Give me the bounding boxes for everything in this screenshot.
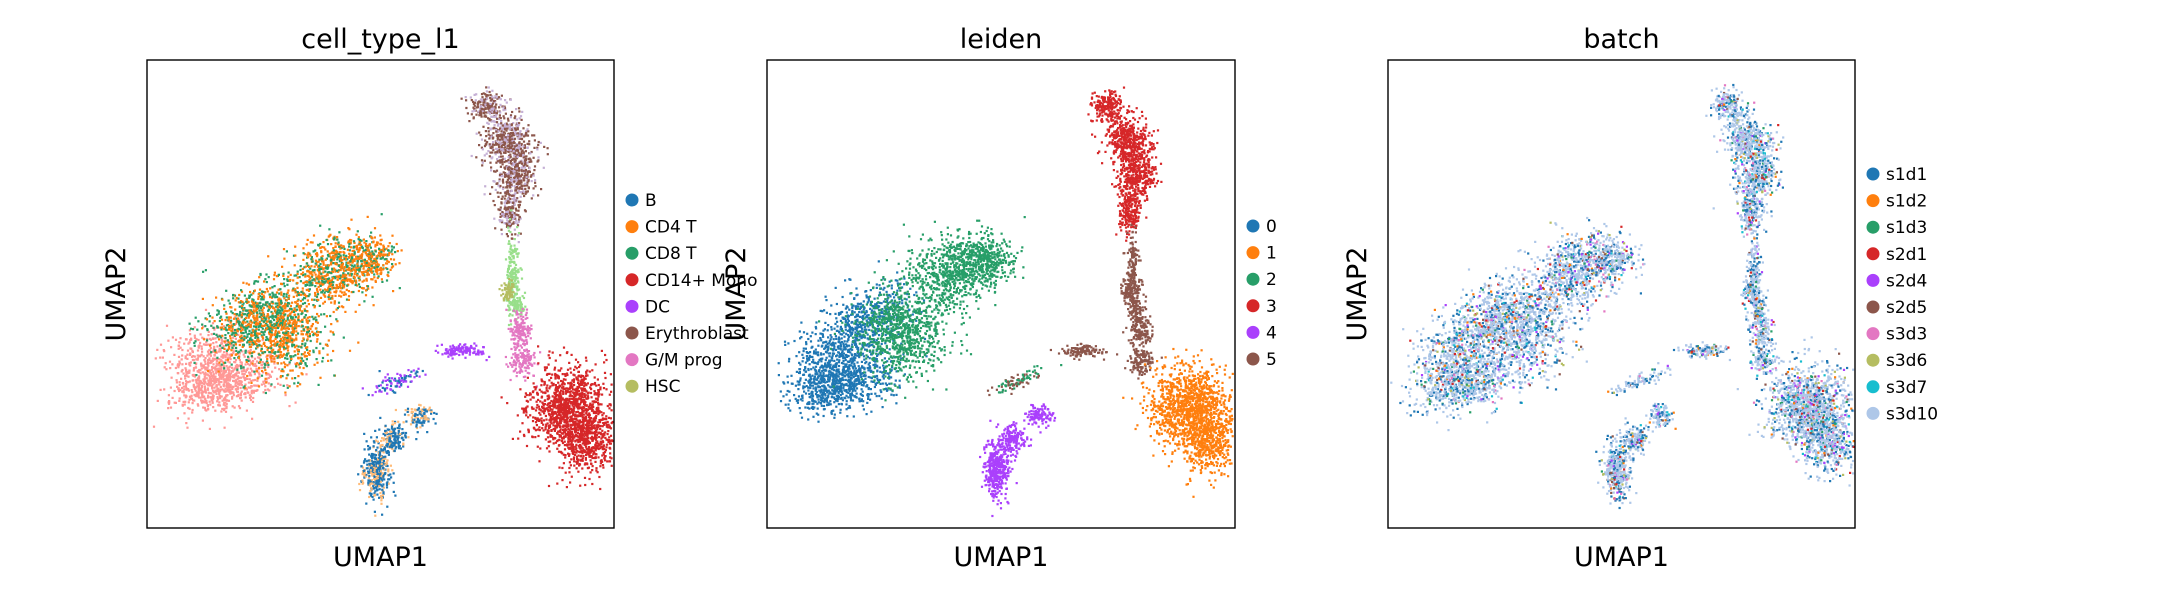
- scatter-points: [153, 86, 614, 517]
- legend-marker: [626, 380, 639, 393]
- legend-label: CD8 T: [645, 244, 697, 264]
- legend-item: HSC: [626, 377, 681, 397]
- scatter-points: [1390, 84, 1855, 509]
- legend-label: s3d3: [1886, 325, 1927, 345]
- legend-label: CD4 T: [645, 218, 697, 238]
- legend-label: s1d2: [1886, 192, 1927, 212]
- legend-item: CD4 T: [626, 218, 698, 238]
- scatter-points: [778, 87, 1234, 518]
- legend-label: 3: [1266, 297, 1277, 317]
- legend-marker: [1247, 326, 1260, 339]
- legend-item: s2d1: [1867, 245, 1928, 265]
- legend-marker: [626, 273, 639, 286]
- legend-label: 5: [1266, 350, 1277, 370]
- legend-item: 3: [1247, 297, 1277, 317]
- legend-item: s3d7: [1867, 378, 1928, 398]
- legend-label: 0: [1266, 217, 1277, 237]
- panel-title: batch: [1583, 24, 1659, 55]
- legend-item: 2: [1247, 270, 1277, 290]
- legend-marker: [1247, 353, 1260, 366]
- legend-label: DC: [645, 297, 670, 317]
- legend-label: B: [645, 191, 657, 211]
- panel-1: leiden UMAP1 UMAP2 0 1 2 3 4 5: [721, 24, 1277, 573]
- legend-marker: [1247, 299, 1260, 312]
- legend-item: 1: [1247, 244, 1277, 264]
- legend-item: 0: [1247, 217, 1277, 237]
- plot-frame: [147, 60, 614, 528]
- legend: s1d1 s1d2 s1d3 s2d1 s2d4 s2d5 s3d3 s3d6 s3d7 s3d1…: [1867, 165, 1939, 424]
- legend-item: DC: [626, 297, 670, 317]
- x-axis-label: UMAP1: [954, 542, 1049, 573]
- legend-marker: [1867, 168, 1880, 181]
- legend-label: s1d3: [1886, 218, 1927, 238]
- legend-item: 5: [1247, 350, 1277, 370]
- legend-item: B: [626, 191, 657, 211]
- panel-2: batchUMAP1UMAP2s1d1s1d2s1d3s2d1s2d4s2d5s…: [1342, 24, 1938, 573]
- legend-marker: [1867, 221, 1880, 234]
- legend-item: s3d6: [1867, 351, 1928, 371]
- legend-marker: [1867, 380, 1880, 393]
- legend-marker: [1867, 301, 1880, 314]
- y-axis-label: UMAP2: [1342, 247, 1373, 342]
- legend-marker: [1867, 247, 1880, 260]
- legend-marker: [626, 300, 639, 313]
- legend-marker: [1867, 354, 1880, 367]
- legend-label: s2d1: [1886, 245, 1927, 265]
- x-axis-label: UMAP1: [1574, 542, 1669, 573]
- legend-marker: [1867, 274, 1880, 287]
- legend-label: HSC: [645, 377, 680, 397]
- legend-marker: [626, 247, 639, 260]
- legend-item: s2d5: [1867, 298, 1928, 318]
- legend-item: s1d3: [1867, 218, 1928, 238]
- legend-label: s1d1: [1886, 165, 1927, 185]
- legend-item: s3d3: [1867, 325, 1928, 345]
- legend-label: s3d7: [1886, 378, 1927, 398]
- legend-marker: [1867, 194, 1880, 207]
- legend-label: s3d6: [1886, 351, 1927, 371]
- y-axis-label: UMAP2: [101, 247, 132, 342]
- legend-marker: [626, 353, 639, 366]
- legend-item: s1d1: [1867, 165, 1928, 185]
- legend-item: s3d10: [1867, 404, 1939, 424]
- legend-item: s1d2: [1867, 192, 1928, 212]
- legend-label: s3d10: [1886, 404, 1938, 424]
- legend-label: 4: [1266, 323, 1277, 343]
- x-axis-label: UMAP1: [333, 542, 428, 573]
- panel-title: cell_type_l1: [301, 24, 459, 55]
- legend-marker: [1867, 407, 1880, 420]
- legend-marker: [1867, 327, 1880, 340]
- legend-label: s2d5: [1886, 298, 1927, 318]
- legend-label: 1: [1266, 244, 1277, 264]
- legend-item: G/M prog: [626, 351, 723, 371]
- legend-item: 4: [1247, 323, 1277, 343]
- legend-label: G/M prog: [645, 351, 723, 371]
- legend-label: 2: [1266, 270, 1277, 290]
- legend-marker: [626, 327, 639, 340]
- legend-label: s2d4: [1886, 271, 1927, 291]
- legend-item: s2d4: [1867, 271, 1928, 291]
- legend-marker: [1247, 246, 1260, 259]
- legend-marker: [1247, 273, 1260, 286]
- legend-marker: [626, 220, 639, 233]
- legend-marker: [1247, 220, 1260, 233]
- legend-marker: [626, 194, 639, 207]
- panel-title: leiden: [960, 24, 1042, 55]
- y-axis-label: UMAP2: [721, 247, 752, 342]
- legend: 0 1 2 3 4 5: [1247, 217, 1277, 370]
- legend-item: CD8 T: [626, 244, 698, 264]
